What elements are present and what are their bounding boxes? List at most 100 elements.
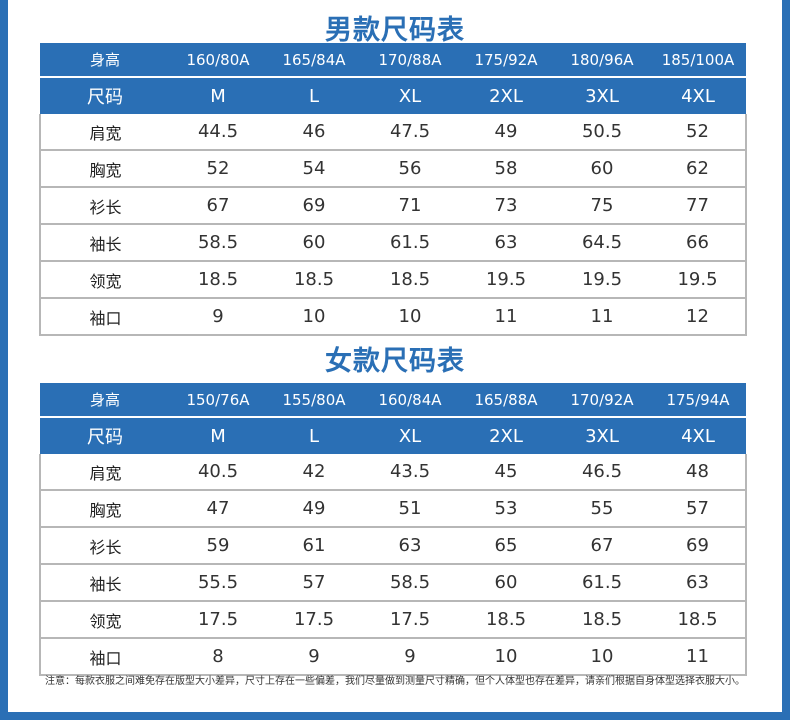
measurement-label: 衫长	[39, 527, 170, 565]
measurement-value: 71	[362, 187, 458, 225]
table-row: 衫长 59 61 63 65 67 69	[39, 527, 747, 565]
size-cell: XL	[362, 76, 458, 114]
height-header-row: 身高 160/80A 165/84A 170/88A 175/92A 180/96A 185…	[40, 43, 746, 77]
measurement-value: 12	[650, 298, 747, 336]
measurement-label: 肩宽	[39, 454, 170, 491]
measurement-value: 52	[170, 150, 266, 188]
measurement-label: 领宽	[39, 261, 170, 299]
measurement-value: 58.5	[362, 564, 458, 602]
measurement-value: 44.5	[170, 114, 266, 151]
women-size-table: 身高 150/76A 155/80A 160/84A 165/88A 170/92A 175…	[39, 383, 747, 676]
measurement-value: 60	[554, 150, 650, 188]
measurement-value: 17.5	[266, 601, 362, 639]
measurement-value: 54	[266, 150, 362, 188]
height-cell: 170/92A	[554, 383, 650, 417]
table-row: 领宽 17.5 17.5 17.5 18.5 18.5 18.5	[39, 601, 747, 639]
size-cell: 3XL	[554, 76, 650, 114]
measurement-label: 袖口	[39, 638, 170, 676]
measurement-value: 58.5	[170, 224, 266, 262]
measurement-label: 衫长	[39, 187, 170, 225]
measurement-value: 61.5	[554, 564, 650, 602]
height-cell: 150/76A	[170, 383, 266, 417]
table-row: 袖口 9 10 10 11 11 12	[39, 298, 747, 336]
measurement-value: 55.5	[170, 564, 266, 602]
measurement-value: 10	[554, 638, 650, 676]
measurement-value: 49	[266, 490, 362, 528]
size-label: 尺码	[40, 76, 170, 114]
measurement-label: 袖口	[39, 298, 170, 336]
size-cell: XL	[362, 416, 458, 454]
measurement-value: 59	[170, 527, 266, 565]
measurement-value: 10	[458, 638, 554, 676]
height-label: 身高	[40, 383, 170, 417]
measurement-value: 57	[266, 564, 362, 602]
measurement-value: 8	[170, 638, 266, 676]
table-row: 袖长 55.5 57 58.5 60 61.5 63	[39, 564, 747, 602]
measurement-value: 9	[170, 298, 266, 336]
men-size-chart-title: 男款尺码表	[325, 15, 465, 46]
measurement-label: 肩宽	[39, 114, 170, 151]
height-cell: 165/88A	[458, 383, 554, 417]
height-header-row: 身高 150/76A 155/80A 160/84A 165/88A 170/92A 175…	[40, 383, 746, 417]
measurement-value: 55	[554, 490, 650, 528]
measurement-value: 18.5	[554, 601, 650, 639]
measurement-value: 40.5	[170, 454, 266, 491]
measurement-value: 9	[362, 638, 458, 676]
table-row: 领宽 18.5 18.5 18.5 19.5 19.5 19.5	[39, 261, 747, 299]
measurement-value: 50.5	[554, 114, 650, 151]
measurement-value: 64.5	[554, 224, 650, 262]
measurement-value: 10	[266, 298, 362, 336]
women-size-chart-title: 女款尺码表	[325, 346, 465, 377]
measurement-value: 75	[554, 187, 650, 225]
measurement-value: 65	[458, 527, 554, 565]
measurement-value: 67	[554, 527, 650, 565]
table-row: 胸宽 52 54 56 58 60 62	[39, 150, 747, 188]
table-row: 袖长 58.5 60 61.5 63 64.5 66	[39, 224, 747, 262]
height-cell: 185/100A	[650, 43, 746, 77]
height-cell: 165/84A	[266, 43, 362, 77]
measurement-value: 58	[458, 150, 554, 188]
measurement-value: 66	[650, 224, 747, 262]
measurement-value: 18.5	[362, 261, 458, 299]
height-cell: 175/94A	[650, 383, 746, 417]
measurement-value: 47	[170, 490, 266, 528]
measurement-value: 60	[458, 564, 554, 602]
size-cell: 2XL	[458, 416, 554, 454]
measurement-value: 63	[362, 527, 458, 565]
size-header-row: 尺码 M L XL 2XL 3XL 4XL	[40, 76, 746, 114]
measurement-value: 60	[266, 224, 362, 262]
measurement-value: 18.5	[170, 261, 266, 299]
height-cell: 170/88A	[362, 43, 458, 77]
frame-right-border	[782, 0, 790, 720]
size-cell: M	[170, 76, 266, 114]
measurement-value: 53	[458, 490, 554, 528]
measurement-label: 袖长	[39, 564, 170, 602]
size-cell: 3XL	[554, 416, 650, 454]
size-cell: 4XL	[650, 76, 746, 114]
measurement-value: 17.5	[362, 601, 458, 639]
measurement-value: 46.5	[554, 454, 650, 491]
size-cell: L	[266, 416, 362, 454]
measurement-value: 47.5	[362, 114, 458, 151]
measurement-value: 9	[266, 638, 362, 676]
measurement-value: 11	[554, 298, 650, 336]
measurement-value: 11	[458, 298, 554, 336]
measurement-value: 57	[650, 490, 747, 528]
size-label: 尺码	[40, 416, 170, 454]
measurement-label: 袖长	[39, 224, 170, 262]
size-cell: 4XL	[650, 416, 746, 454]
measurement-value: 11	[650, 638, 747, 676]
size-cell: M	[170, 416, 266, 454]
measurement-value: 67	[170, 187, 266, 225]
table-row: 袖口 8 9 9 10 10 11	[39, 638, 747, 676]
height-cell: 160/80A	[170, 43, 266, 77]
measurement-value: 61.5	[362, 224, 458, 262]
height-cell: 155/80A	[266, 383, 362, 417]
measurement-value: 19.5	[554, 261, 650, 299]
measurement-value: 69	[650, 527, 747, 565]
height-cell: 175/92A	[458, 43, 554, 77]
measurement-label: 胸宽	[39, 490, 170, 528]
size-cell: L	[266, 76, 362, 114]
frame-left-border	[0, 0, 8, 720]
measurement-value: 45	[458, 454, 554, 491]
